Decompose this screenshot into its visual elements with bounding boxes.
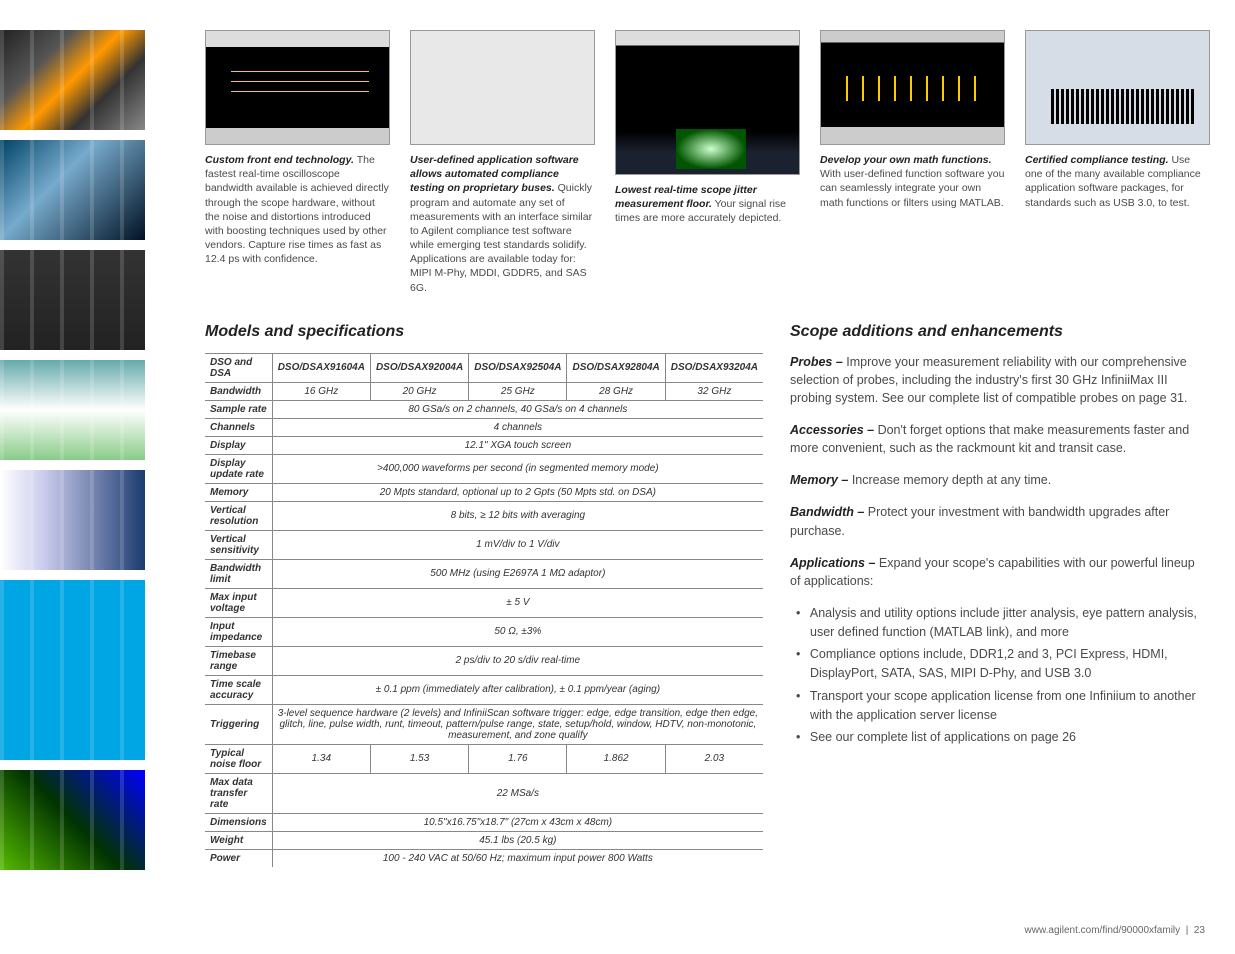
feature-caption-4: Develop your own math functions. With us… xyxy=(820,153,1005,210)
spec-cell: 1.862 xyxy=(567,744,665,773)
spec-row-label: Max input voltage xyxy=(205,588,272,617)
feature-image-5 xyxy=(1025,30,1210,145)
spec-row-label: Display xyxy=(205,436,272,454)
spec-row-label: Input impedance xyxy=(205,617,272,646)
spec-row-value: 2 ps/div to 20 s/div real-time xyxy=(272,646,763,675)
feature-image-4 xyxy=(820,30,1005,145)
spec-row-label: Dimensions xyxy=(205,813,272,831)
feature-caption-2: User-defined application software allows… xyxy=(410,153,595,295)
spec-column: Models and specifications DSO and DSADSO… xyxy=(205,323,750,867)
model-col: DSO/DSAX92504A xyxy=(469,353,567,382)
spec-heading: Models and specifications xyxy=(205,323,750,341)
thumb-6 xyxy=(0,770,145,870)
feature-3: Lowest real-time scope jitter measuremen… xyxy=(615,30,800,295)
main-content: Custom front end technology. The fastest… xyxy=(205,30,1205,867)
feature-5: Certified compliance testing. Use one of… xyxy=(1025,30,1210,295)
feature-2: User-defined application software allows… xyxy=(410,30,595,295)
enh-bullet: Compliance options include, DDR1,2 and 3… xyxy=(810,645,1205,683)
enh-bullet: Transport your scope application license… xyxy=(810,687,1205,725)
feature-image-1 xyxy=(205,30,390,145)
spec-row-label: Vertical sensitivity xyxy=(205,530,272,559)
thumb-3 xyxy=(0,250,145,350)
thumb-4 xyxy=(0,360,145,460)
feature-4: Develop your own math functions. With us… xyxy=(820,30,1005,295)
enh-bullet: Analysis and utility options include jit… xyxy=(810,604,1205,642)
sidebar-thumbnails xyxy=(0,0,155,954)
spec-row-value: 12.1" XGA touch screen xyxy=(272,436,763,454)
enh-item: Probes – Improve your measurement reliab… xyxy=(790,353,1205,407)
models-header: DSO and DSA xyxy=(205,353,272,382)
spec-row-value: ± 5 V xyxy=(272,588,763,617)
spec-row-value: 80 GSa/s on 2 channels, 40 GSa/s on 4 ch… xyxy=(272,400,763,418)
spec-row-label: Channels xyxy=(205,418,272,436)
feature-row: Custom front end technology. The fastest… xyxy=(205,30,1205,295)
enh-item: Applications – Expand your scope's capab… xyxy=(790,554,1205,590)
spec-row-value: 45.1 lbs (20.5 kg) xyxy=(272,831,763,849)
spec-cell: 25 GHz xyxy=(469,382,567,400)
spec-cell: 1.76 xyxy=(469,744,567,773)
enhancements-column: Scope additions and enhancements Probes … xyxy=(790,323,1205,867)
spec-row-label: Sample rate xyxy=(205,400,272,418)
enh-heading: Scope additions and enhancements xyxy=(790,323,1205,341)
spec-row-label: Bandwidth limit xyxy=(205,559,272,588)
enh-bullets: Analysis and utility options include jit… xyxy=(790,604,1205,747)
spec-row-label: Triggering xyxy=(205,704,272,744)
feature-1: Custom front end technology. The fastest… xyxy=(205,30,390,295)
feature-caption-1: Custom front end technology. The fastest… xyxy=(205,153,390,266)
spec-row-label: Weight xyxy=(205,831,272,849)
feature-caption-5: Certified compliance testing. Use one of… xyxy=(1025,153,1210,210)
spec-row-value: 22 MSa/s xyxy=(272,773,763,813)
spec-row-label: Vertical resolution xyxy=(205,501,272,530)
spec-row-value: 4 channels xyxy=(272,418,763,436)
enh-item: Accessories – Don't forget options that … xyxy=(790,421,1205,457)
enh-bullet: See our complete list of applications on… xyxy=(810,728,1205,747)
spec-row-value: 10.5"x16.75"x18.7" (27cm x 43cm x 48cm) xyxy=(272,813,763,831)
spec-row-value: 100 - 240 VAC at 50/60 Hz; maximum input… xyxy=(272,849,763,867)
spec-row-value: 1 mV/div to 1 V/div xyxy=(272,530,763,559)
thumb-1 xyxy=(0,30,145,130)
spec-row-value: >400,000 waveforms per second (in segmen… xyxy=(272,454,763,483)
feature-image-3 xyxy=(615,30,800,175)
spec-row-value: ± 0.1 ppm (immediately after calibration… xyxy=(272,675,763,704)
page-footer: www.agilent.com/find/90000xfamily | 23 xyxy=(1025,925,1205,936)
model-col: DSO/DSAX91604A xyxy=(272,353,370,382)
enh-item: Memory – Increase memory depth at any ti… xyxy=(790,471,1205,489)
spec-row-label: Power xyxy=(205,849,272,867)
model-col: DSO/DSAX92804A xyxy=(567,353,665,382)
spec-row-label: Max data transfer rate xyxy=(205,773,272,813)
spec-cell: 1.34 xyxy=(272,744,370,773)
spec-row-label: Memory xyxy=(205,483,272,501)
thumb-2 xyxy=(0,140,145,240)
spec-row-value: 500 MHz (using E2697A 1 MΩ adaptor) xyxy=(272,559,763,588)
thumb-blue xyxy=(0,580,145,760)
spec-row-label: Display update rate xyxy=(205,454,272,483)
model-col: DSO/DSAX92004A xyxy=(370,353,468,382)
spec-row-label: Bandwidth xyxy=(205,382,272,400)
spec-row-value: 8 bits, ≥ 12 bits with averaging xyxy=(272,501,763,530)
lower-columns: Models and specifications DSO and DSADSO… xyxy=(205,323,1205,867)
spec-row-label: Timebase range xyxy=(205,646,272,675)
spec-cell: 2.03 xyxy=(665,744,763,773)
feature-caption-3: Lowest real-time scope jitter measuremen… xyxy=(615,183,800,226)
spec-row-value: 50 Ω, ±3% xyxy=(272,617,763,646)
spec-row-label: Time scale accuracy xyxy=(205,675,272,704)
spec-row-value: 3-level sequence hardware (2 levels) and… xyxy=(272,704,763,744)
feature-image-2 xyxy=(410,30,595,145)
thumb-5 xyxy=(0,470,145,570)
spec-cell: 32 GHz xyxy=(665,382,763,400)
spec-row-label: Typical noise floor xyxy=(205,744,272,773)
enh-paragraphs: Probes – Improve your measurement reliab… xyxy=(790,353,1205,590)
spec-cell: 16 GHz xyxy=(272,382,370,400)
spec-cell: 20 GHz xyxy=(370,382,468,400)
spec-cell: 1.53 xyxy=(370,744,468,773)
spec-cell: 28 GHz xyxy=(567,382,665,400)
enh-item: Bandwidth – Protect your investment with… xyxy=(790,503,1205,539)
spec-table: DSO and DSADSO/DSAX91604ADSO/DSAX92004AD… xyxy=(205,353,763,867)
spec-row-value: 20 Mpts standard, optional up to 2 Gpts … xyxy=(272,483,763,501)
model-col: DSO/DSAX93204A xyxy=(665,353,763,382)
